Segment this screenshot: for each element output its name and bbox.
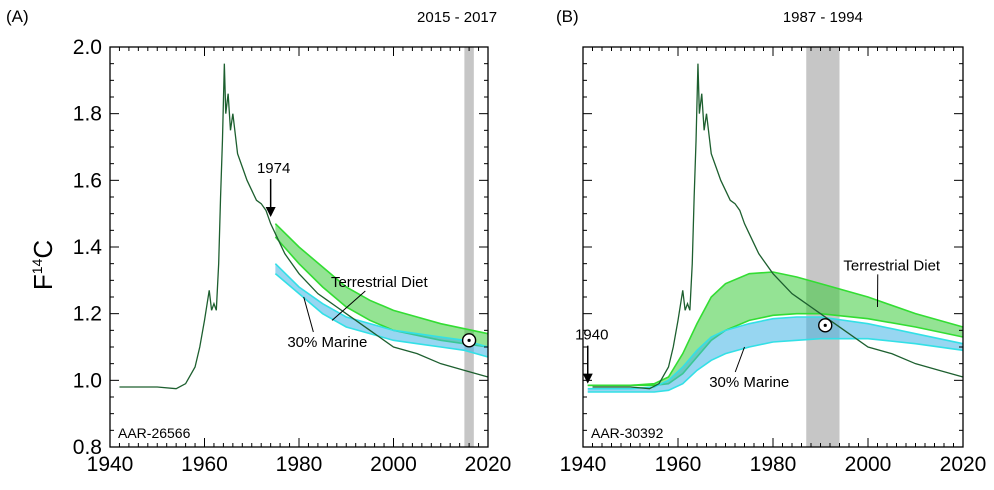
band-label-terrestrial-diet: Terrestrial Diet	[331, 274, 429, 291]
x-tick-label: 1980	[276, 453, 323, 476]
arrow-head	[582, 373, 593, 384]
band-30-marine	[587, 317, 963, 392]
sample-id-label: AAR-26566	[118, 425, 191, 441]
band-30-marine-upper-edge	[587, 316, 964, 390]
x-tick-label: 1940	[560, 453, 607, 476]
band-30-marine	[275, 263, 488, 357]
x-tick-label: 2000	[370, 453, 417, 476]
y-tick-label: 1.0	[73, 369, 102, 392]
band-30-marine-lower-edge	[274, 273, 489, 358]
shaded-range	[464, 47, 474, 447]
y-axis-title-superscript: 14	[29, 258, 45, 274]
atmospheric-curve	[592, 63, 964, 390]
x-tick-label: 1940	[87, 453, 134, 476]
panel-b: 1940 1960 1980 2000 2020 (B) 1987 - 1994 AAR-30…	[556, 7, 986, 476]
x-tick-label: 2000	[845, 453, 892, 476]
arrow-label: 1940	[575, 327, 608, 344]
x-tick-label: 1960	[181, 453, 228, 476]
shaded-range	[806, 47, 840, 447]
y-tick-label: 1.4	[73, 236, 103, 259]
x-tick-label: 2020	[465, 453, 512, 476]
arrow-label: 1974	[257, 160, 290, 177]
y-tick-label: 1.8	[73, 103, 102, 126]
band-label-leader	[734, 346, 745, 373]
y-tick-label: 0.8	[73, 436, 102, 459]
shaded-range-label: 1987 - 1994	[783, 9, 863, 26]
y-axis-title-base: F	[28, 274, 58, 290]
y-axis-title-suffix: C	[28, 240, 58, 259]
x-tick-label: 1960	[655, 453, 702, 476]
arrow-head	[265, 207, 276, 217]
band-label-30-marine: 30% Marine	[709, 374, 789, 391]
x-tick-label: 2020	[940, 453, 987, 476]
panel-label: (B)	[556, 7, 579, 26]
y-tick-label: 2.0	[73, 36, 102, 59]
band-label-leader	[303, 296, 314, 333]
band-label-terrestrial-diet: Terrestrial Diet	[843, 257, 941, 274]
band-30-marine-lower-edge	[587, 337, 964, 393]
y-tick-label: 1.2	[73, 303, 102, 326]
atmospheric-curve	[119, 63, 489, 390]
band-terrestrial-diet-upper-edge	[274, 223, 489, 335]
y-tick-label: 1.6	[73, 169, 102, 192]
shaded-range-label: 2015 - 2017	[417, 9, 497, 26]
band-terrestrial-diet-upper-edge	[587, 271, 964, 387]
sample-point-center	[823, 323, 827, 327]
y-axis-title: F14C	[28, 240, 58, 290]
panel-label: (A)	[6, 7, 29, 26]
sample-point-center	[467, 338, 471, 342]
panel-a: 1940 1960 1980 2000 2020 0.8 1.0 1.2 1.4 1.6 1.8 2.…	[6, 7, 511, 476]
band-30-marine-upper-edge	[274, 263, 489, 348]
sample-id-label: AAR-30392	[591, 425, 664, 441]
band-label-30-marine: 30% Marine	[287, 334, 367, 351]
x-tick-label: 1980	[750, 453, 797, 476]
band-label-leader	[331, 290, 366, 321]
